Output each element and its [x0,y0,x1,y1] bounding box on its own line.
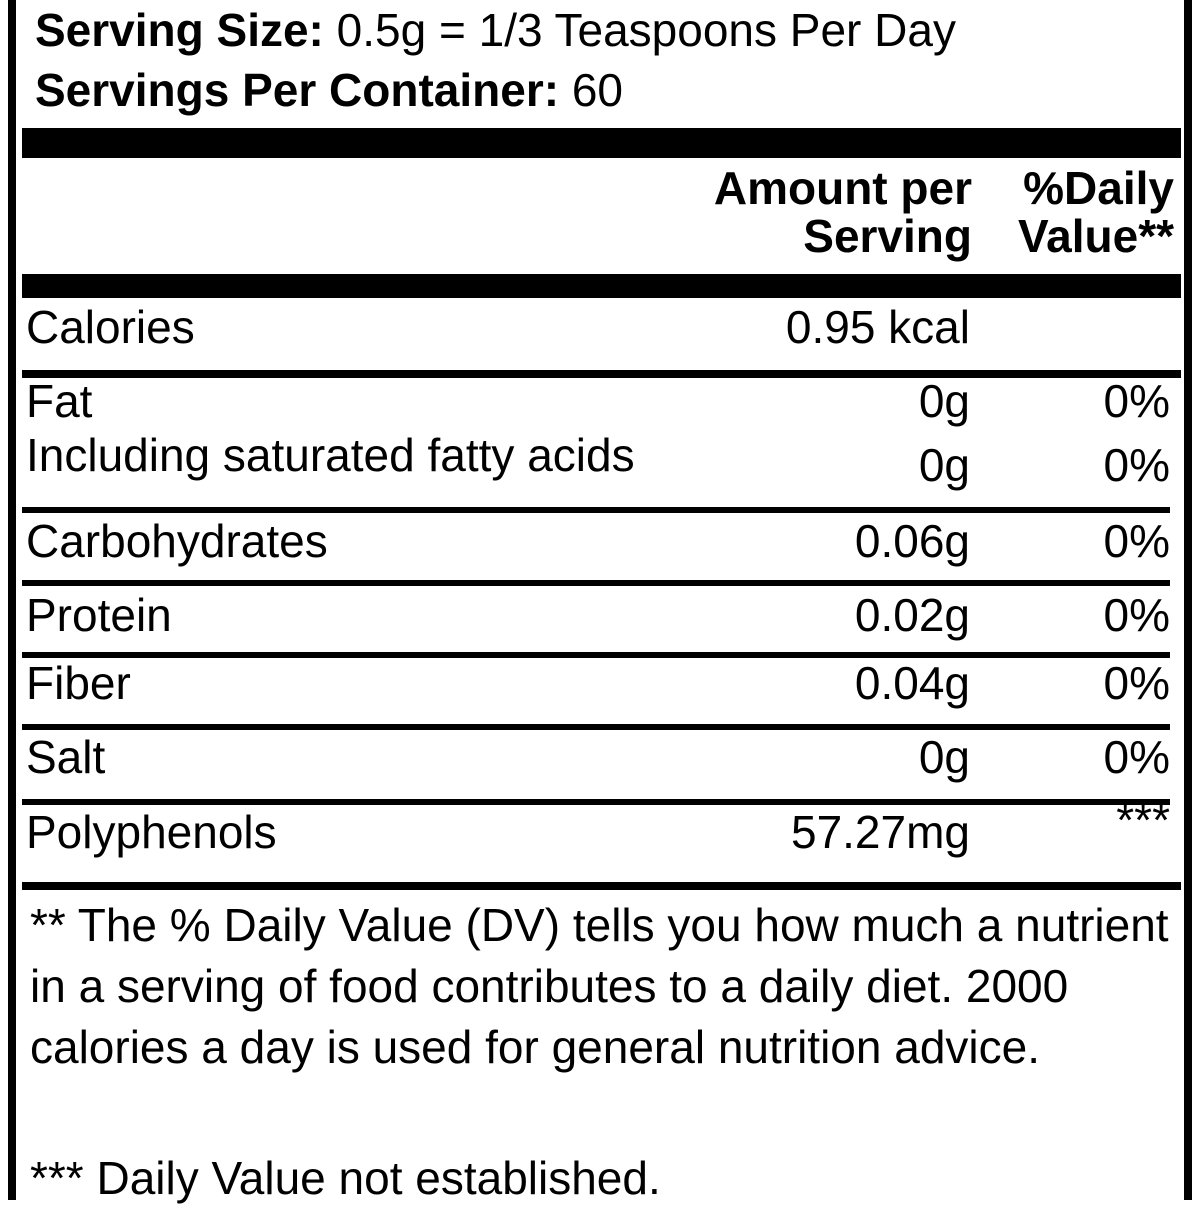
top-divider-bar [22,128,1181,158]
nutrient-daily-value: 0% [1103,439,1170,491]
amount-per-serving-header: Amount per Serving [714,164,972,260]
nutrient-amount: 0.04g [854,657,970,709]
nutrient-name: Fiber [26,657,131,709]
nutrient-name: Calories [26,301,195,353]
nutrient-amount: 57.27mg [790,806,970,858]
nutrient-amount: 0g [918,439,970,491]
nutrient-amount: 0g [918,375,970,427]
row-divider [22,580,1170,586]
table-row: Protein 0.02g 0% [22,586,1170,648]
amount-header-line2: Serving [803,210,972,262]
nutrient-name: Protein [26,589,172,641]
nutrient-name: Carbohydrates [26,515,328,567]
table-bottom-divider [22,882,1181,890]
nutrient-daily-value: *** [1116,794,1170,846]
table-row: Fiber 0.04g 0% [22,654,1170,716]
serving-size: Serving Size: 0.5g = 1/3 Teaspoons Per D… [35,4,956,56]
row-divider [22,652,1170,658]
servings-per-container-label: Servings Per Container: [35,64,560,116]
serving-size-label: Serving Size: [35,4,324,56]
nutrient-amount: 0.06g [854,515,970,567]
table-row: Carbohydrates 0.06g 0% [22,512,1170,574]
table-row: Fat 0g 0% [22,372,1170,434]
servings-per-container: Servings Per Container: 60 [35,64,623,116]
nutrient-daily-value: 0% [1103,515,1170,567]
daily-value-header: %Daily Value** [1018,164,1174,260]
nutrient-name: Salt [26,731,106,783]
table-row: Calories 0.95 kcal [22,298,1170,360]
amount-header-line1: Amount per [713,162,972,214]
header-divider-bar [22,274,1181,298]
row-divider [22,724,1170,730]
dv-header-line2: Value** [1018,210,1174,262]
nutrient-daily-value: 0% [1103,589,1170,641]
row-divider [22,799,1170,805]
table-row: Including saturated fatty acids 0g 0% [22,429,1170,498]
nutrient-amount: 0.95 kcal [785,301,970,353]
table-row: Polyphenols 57.27mg *** [22,794,1170,865]
nutrient-name: Including saturated fatty acids [26,429,635,481]
nutrient-name: Polyphenols [26,806,277,858]
not-established-footnote: *** Daily Value not established. [30,1152,661,1204]
row-divider [22,507,1170,513]
nutrient-amount: 0.02g [854,589,970,641]
nutrient-name: Fat [26,375,93,427]
serving-size-value: 0.5g = 1/3 Teaspoons Per Day [323,4,956,56]
table-row: Salt 0g 0% [22,728,1170,790]
daily-value-footnote: ** The % Daily Value (DV) tells you how … [30,899,1169,1073]
nutrient-daily-value: 0% [1103,657,1170,709]
label-frame [8,0,1192,1200]
nutrient-amount: 0g [918,731,970,783]
servings-per-container-value: 60 [559,64,623,116]
nutrient-daily-value: 0% [1103,375,1170,427]
nutrient-daily-value: 0% [1103,731,1170,783]
row-divider [22,370,1181,378]
dv-header-line1: %Daily [1023,162,1174,214]
